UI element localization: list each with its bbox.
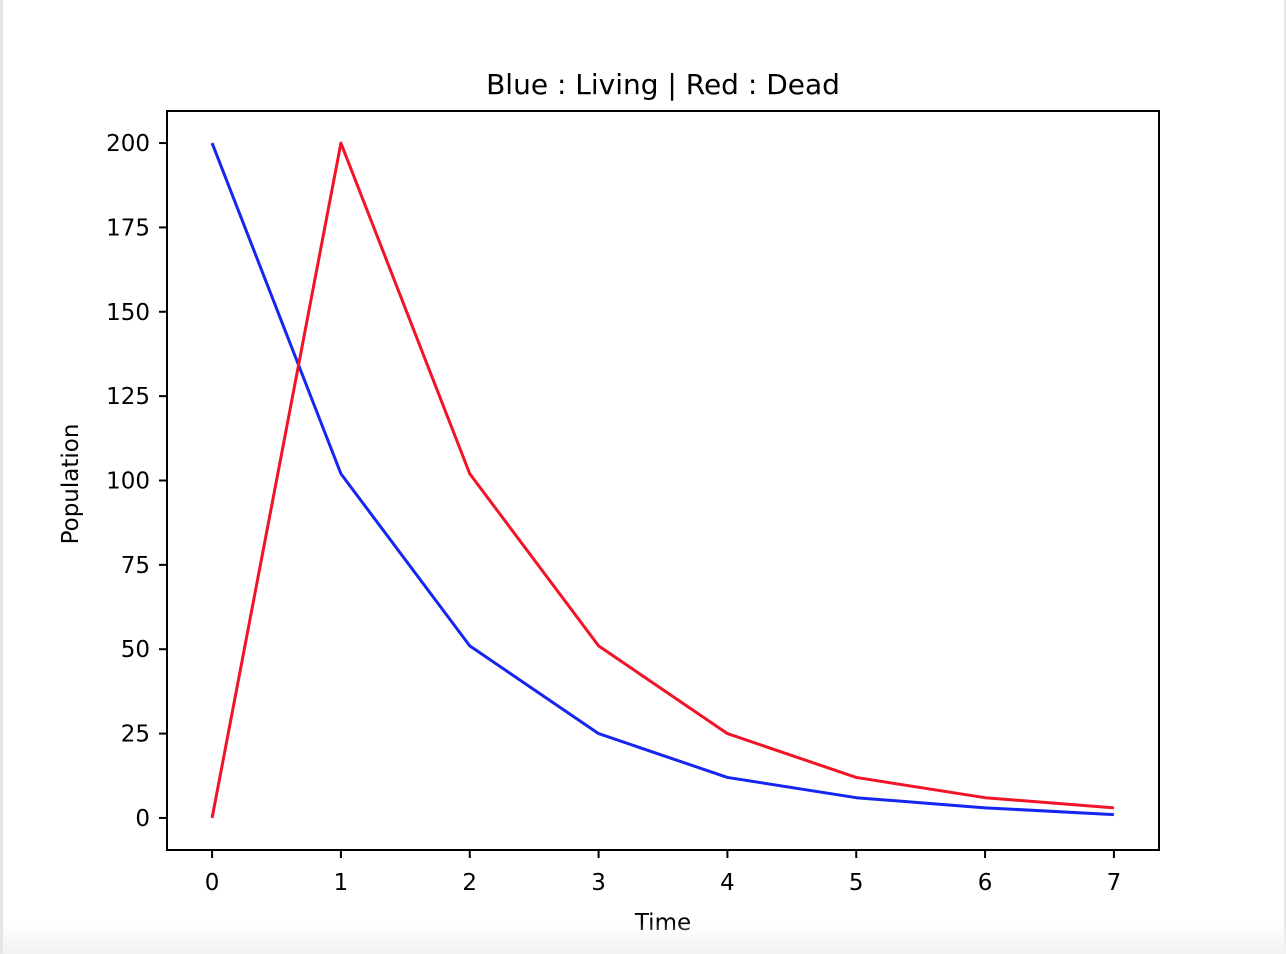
y-tick-label: 100 [106,469,150,495]
x-tick-label: 6 [978,870,993,896]
y-tick-label: 50 [121,637,150,663]
axes-frame [166,110,1160,851]
series-line-0 [210,142,1114,817]
y-tick-label: 200 [106,131,150,157]
y-tick-label: 0 [135,806,150,832]
y-axis: 0 25 50 75 100 125 150 175 200 [106,131,167,832]
y-axis-label: Population [58,424,84,545]
x-tick-label: 2 [462,870,477,896]
x-tick-label: 1 [334,870,349,896]
y-tick-label: 25 [121,722,150,748]
y-tick-label: 125 [106,384,150,410]
x-tick-label: 4 [720,870,735,896]
x-tick-label: 5 [849,870,864,896]
window-bottom-edge [3,922,1286,954]
x-tick-label: 7 [1107,870,1122,896]
plot-area [210,141,1115,819]
chart-title: Blue : Living | Red : Dead [486,68,840,101]
x-axis: 0 1 2 3 4 5 6 7 [205,850,1121,896]
x-tick-label: 0 [205,870,220,896]
y-tick-label: 175 [106,215,150,241]
series-line-1 [210,141,1115,819]
x-tick-label: 3 [591,870,606,896]
line-chart: Blue : Living | Red : Dead 0 1 2 3 4 5 6 7 0 25 5… [58,68,1160,936]
y-tick-label: 150 [106,300,150,326]
y-tick-label: 75 [121,553,150,579]
